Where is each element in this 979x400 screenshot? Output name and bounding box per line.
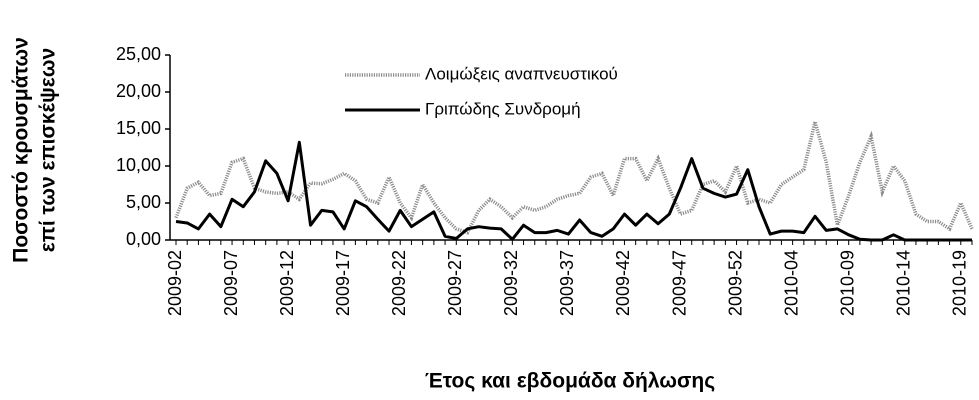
x-tick-label: 2009-42	[613, 250, 633, 316]
x-tick-label: 2010-14	[893, 250, 913, 316]
x-tick-label: 2010-19	[950, 250, 970, 316]
x-tick-label: 2009-52	[725, 250, 745, 316]
x-tick-label: 2010-09	[837, 250, 857, 316]
y-axis-title: επί των επισκέψεων	[37, 48, 60, 252]
x-tick-label: 2009-32	[501, 250, 521, 316]
x-tick-label: 2009-27	[445, 250, 465, 316]
x-tick-label: 2009-17	[333, 250, 353, 316]
y-tick-label: 25,00	[116, 44, 161, 64]
y-tick-label: 10,00	[116, 155, 161, 175]
x-tick-label: 2009-22	[389, 250, 409, 316]
series-line	[175, 140, 972, 242]
y-tick-label: 5,00	[126, 192, 161, 212]
series-line	[174, 121, 974, 235]
y-axis-title: Ποσοστό κρουσμάτων	[10, 37, 33, 263]
x-tick-label: 2010-04	[781, 250, 801, 316]
legend-label: Γριπώδης Συνδρομή	[425, 99, 581, 118]
x-tick-label: 2009-37	[557, 250, 577, 316]
y-tick-label: 20,00	[116, 81, 161, 101]
x-tick-label: 2009-12	[277, 250, 297, 316]
x-axis-title: Έτος και εβδομάδα δήλωσης	[425, 370, 715, 393]
x-tick-label: 2009-02	[165, 250, 185, 316]
x-tick-label: 2009-47	[669, 250, 689, 316]
y-tick-label: 15,00	[116, 118, 161, 138]
y-tick-label: 0,00	[126, 229, 161, 249]
x-tick-label: 2009-07	[221, 250, 241, 316]
legend-label: Λοιμώξεις αναπνευστικού	[425, 64, 618, 83]
